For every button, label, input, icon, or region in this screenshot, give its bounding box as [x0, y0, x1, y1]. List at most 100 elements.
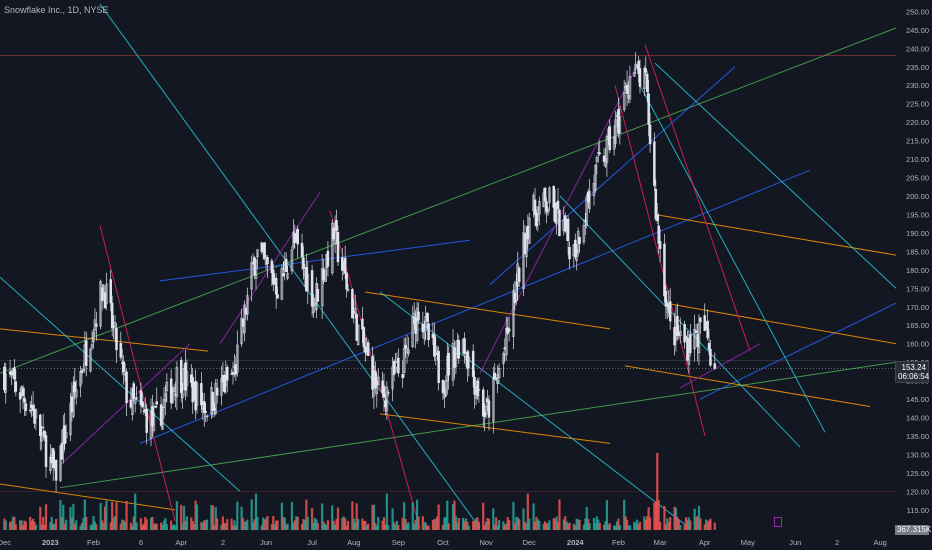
volume-bar — [564, 516, 567, 530]
volume-bar — [115, 502, 118, 530]
candle-body — [40, 432, 43, 442]
volume-bar — [59, 499, 62, 530]
y-tick-label: 195.00 — [906, 210, 929, 219]
x-tick-label: Jun — [260, 538, 272, 547]
candle-body — [477, 389, 481, 391]
volume-bar — [574, 525, 577, 530]
candle-body — [515, 281, 518, 302]
candle-body — [276, 294, 279, 299]
volume-bar — [486, 518, 489, 530]
candle-body — [658, 241, 662, 249]
volume-bar — [69, 507, 72, 530]
candle-body — [666, 303, 669, 313]
candle-body — [272, 269, 275, 285]
volume-bar — [411, 502, 414, 530]
volume-bar — [699, 518, 702, 530]
y-tick-label: 230.00 — [906, 81, 929, 90]
volume-bar — [414, 519, 417, 530]
candle-body — [112, 325, 115, 328]
candle-body — [371, 356, 374, 390]
volume-bar — [282, 516, 285, 530]
volume-bar — [584, 518, 587, 530]
candle-body — [191, 377, 194, 403]
volume-bar — [628, 525, 632, 530]
candle-body — [345, 272, 348, 290]
volume-bar — [546, 523, 550, 530]
candle-body — [169, 378, 173, 404]
candle-body — [625, 84, 629, 94]
candle-body — [351, 289, 354, 319]
candle-body — [504, 328, 508, 356]
volume-bar — [415, 499, 419, 530]
trend-line — [59, 343, 191, 466]
volume-bar — [95, 524, 98, 530]
candle-body — [165, 381, 169, 392]
volume-bar — [253, 519, 256, 530]
volume-bar — [236, 501, 239, 530]
volume-bar — [667, 522, 670, 530]
candle-body — [154, 406, 157, 408]
candle-body — [322, 269, 325, 281]
candle-body — [628, 76, 632, 100]
volume-bar — [306, 516, 309, 530]
candle-body — [382, 385, 386, 398]
candle-body — [21, 387, 25, 396]
candle-body — [643, 68, 646, 90]
candle-body — [103, 292, 107, 309]
x-tick-label: Aug — [874, 538, 887, 547]
volume-bar — [689, 520, 692, 530]
candle-body — [336, 231, 340, 263]
volume-bar — [518, 519, 521, 530]
candle-body — [151, 406, 154, 427]
candle-body — [175, 367, 179, 398]
candle-body — [602, 155, 606, 162]
candle-body — [605, 135, 609, 163]
volume-bar — [646, 516, 649, 530]
candle-body — [211, 392, 215, 411]
volume-bar — [436, 516, 439, 530]
volume-bar — [594, 523, 597, 530]
volume-bar — [70, 517, 74, 530]
volume-bar — [99, 503, 102, 530]
candle-body — [225, 367, 229, 381]
candle-body — [99, 281, 102, 327]
last-price-value: 153.24 — [901, 363, 926, 372]
volume-bar — [285, 524, 288, 530]
candle-body — [387, 392, 390, 394]
volume-bar — [149, 517, 153, 530]
volume-bar — [342, 516, 345, 530]
volume-bar — [391, 508, 394, 530]
volume-bar — [421, 516, 424, 530]
candle-body — [414, 316, 417, 335]
volume-bar — [39, 506, 42, 530]
volume-bar — [159, 522, 163, 530]
candle-body — [220, 378, 223, 396]
volume-bar — [633, 521, 636, 530]
volume-bar — [355, 503, 358, 530]
candle-body — [353, 307, 357, 314]
event-marker-icon[interactable] — [774, 517, 782, 527]
x-tick-label: Apr — [699, 538, 711, 547]
volume-bar — [679, 525, 682, 530]
candle-body — [236, 344, 239, 373]
y-tick-label: 220.00 — [906, 118, 929, 127]
candle-body — [85, 340, 88, 366]
volume-bar — [131, 525, 134, 530]
candle-body — [356, 324, 360, 346]
candle-body — [677, 332, 681, 336]
volume-bar — [109, 522, 112, 530]
volume-bar — [326, 520, 330, 530]
candle-body — [13, 367, 16, 380]
trend-line — [644, 44, 751, 352]
y-tick-label: 245.00 — [906, 26, 929, 35]
candle-body — [240, 317, 243, 345]
volume-bar — [647, 507, 650, 530]
volume-bar — [374, 522, 377, 530]
candle-body — [632, 72, 636, 77]
candle-body — [171, 388, 174, 404]
y-tick-label: 235.00 — [906, 63, 929, 72]
volume-bar — [121, 519, 124, 530]
trend-line — [489, 66, 736, 285]
